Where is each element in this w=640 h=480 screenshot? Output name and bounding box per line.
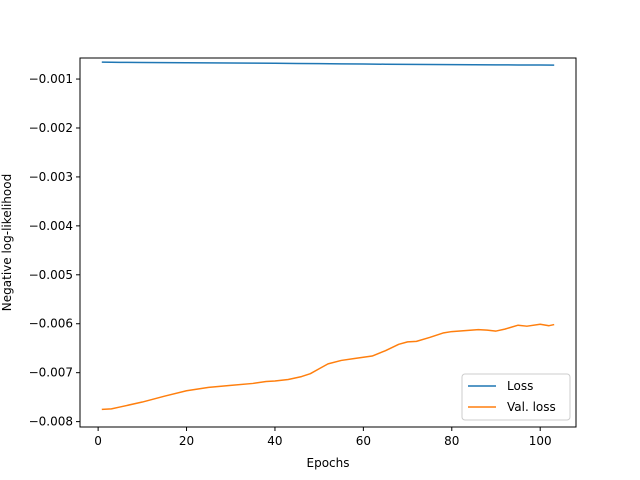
series-layer xyxy=(101,61,555,411)
y-axis-label: Negative log-likelihood xyxy=(0,174,14,311)
x-tick-label: 60 xyxy=(356,434,371,448)
legend: Loss Val. loss xyxy=(461,373,571,421)
x-tick-label: 0 xyxy=(94,434,102,448)
y-tick-label: −0.001 xyxy=(29,72,73,86)
x-tick-label: 20 xyxy=(179,434,194,448)
y-tick-label: −0.002 xyxy=(29,121,73,135)
series-line-val-loss xyxy=(101,323,555,411)
y-tick-label: −0.008 xyxy=(29,415,73,429)
y-tick-label: −0.003 xyxy=(29,170,73,184)
y-tick-label: −0.004 xyxy=(29,219,73,233)
series-line-loss xyxy=(101,61,555,66)
x-tick-label: 80 xyxy=(444,434,459,448)
x-axis-label: Epochs xyxy=(307,456,350,470)
y-axis: −0.008 −0.007 −0.006 −0.005 −0.004 −0.003 −0.0… xyxy=(29,72,80,429)
legend-label-val-loss: Val. loss xyxy=(507,400,556,414)
x-axis: 0 20 40 60 80 100 xyxy=(94,427,552,448)
y-tick-label: −0.007 xyxy=(29,366,73,380)
x-tick-label: 100 xyxy=(529,434,552,448)
axes-frame xyxy=(79,57,577,428)
y-tick-label: −0.006 xyxy=(29,317,73,331)
x-tick-label: 40 xyxy=(267,434,282,448)
legend-label-loss: Loss xyxy=(507,379,533,393)
y-tick-label: −0.005 xyxy=(29,268,73,282)
